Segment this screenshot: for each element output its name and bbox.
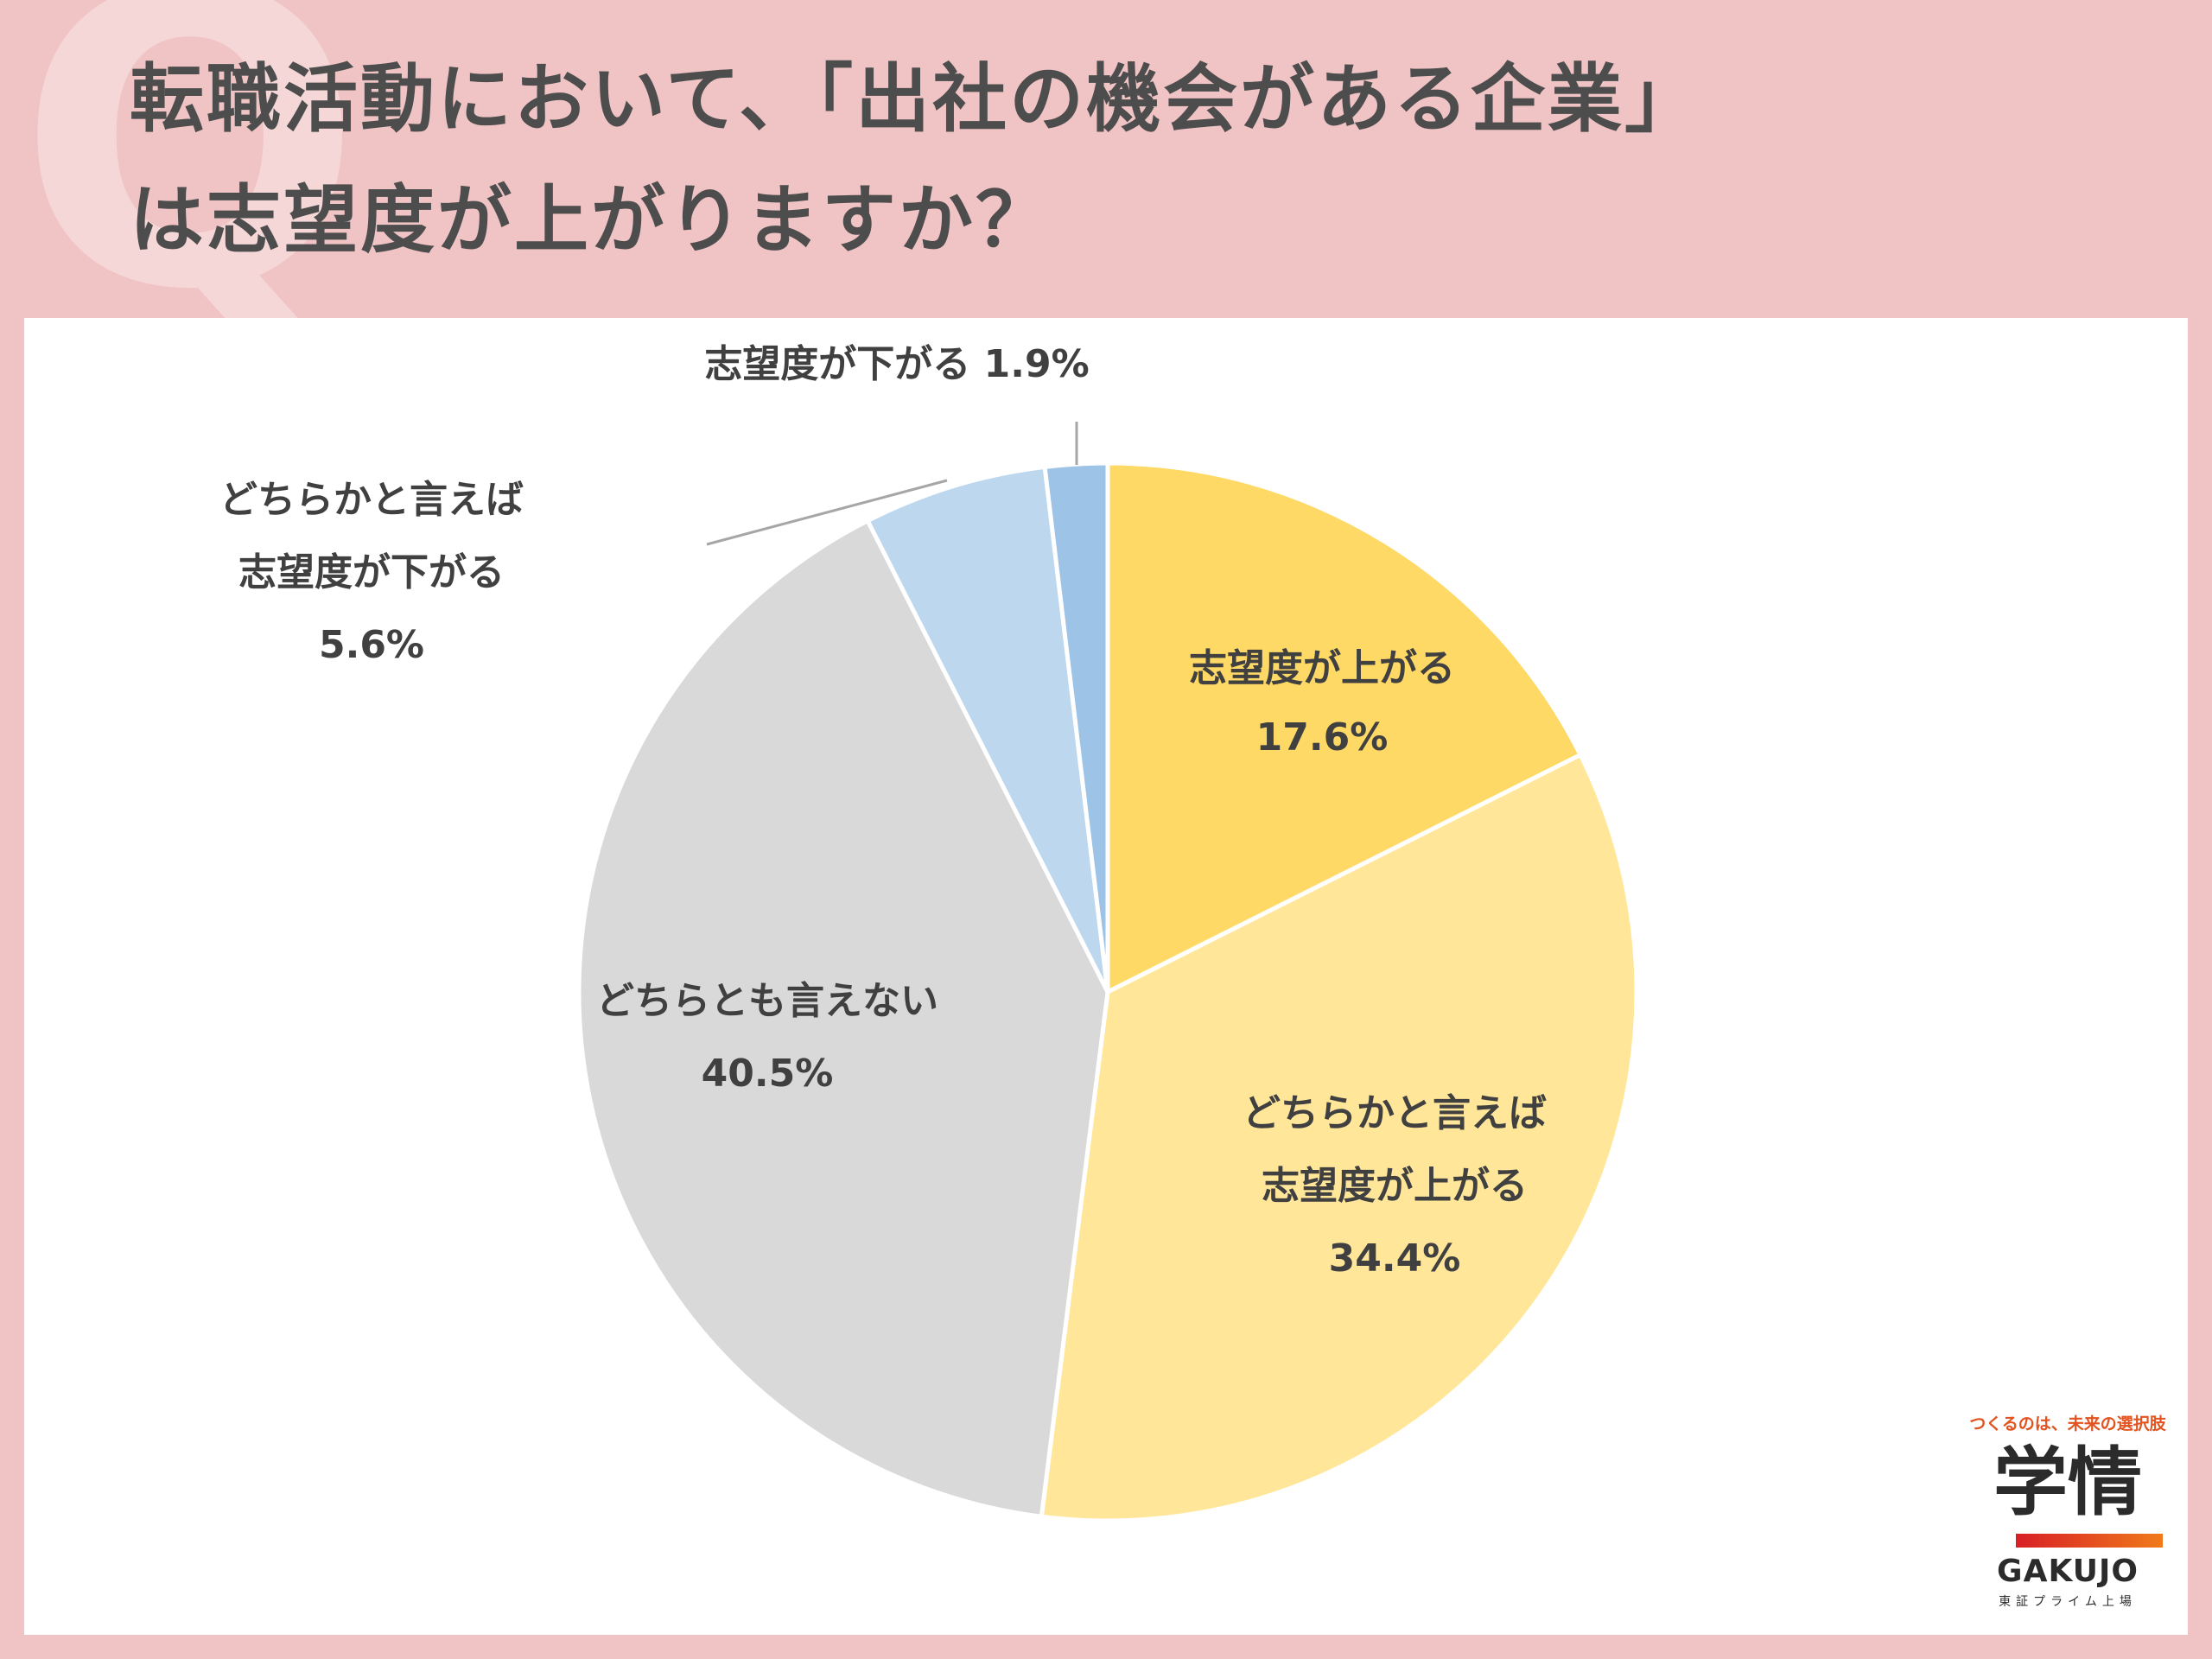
logo-market: 東証プライム上場 [1999, 1595, 2137, 1609]
leader-line-4 [706, 479, 948, 546]
logo-name: 学情 [1993, 1440, 2142, 1526]
page-title: 転職活動において、「出社の機会がある企業」 は志望度が上がりますか？ [130, 39, 2203, 281]
pie-slice-4 [865, 464, 1110, 995]
leader-lines [706, 422, 1078, 546]
slice-label-2: どちらかと言えば志望度が上がる 34.4% [1243, 1091, 1547, 1281]
pie-slice-3 [576, 518, 1110, 1519]
pie-slices [576, 461, 1639, 1523]
pie-slice-2 [1039, 753, 1639, 1523]
slice-value-label: 34.4% [1329, 1236, 1461, 1281]
slice-category-label: どちらとも言えない [596, 979, 938, 1023]
slice-value-label: 17.6% [1256, 715, 1389, 760]
slice-category-label: 志望度が下がる 1.9% [704, 342, 1089, 386]
slice-labels: 志望度が上がる 17.6%どちらかと言えば志望度が上がる 34.4%どちらとも言えな… [219, 342, 1547, 1281]
pie-slice-1 [1105, 461, 1583, 995]
slice-category-label: 志望度が上がる [1189, 646, 1455, 690]
title-line-2: は志望度が上がりますか？ [130, 177, 1052, 264]
q-letter-decoration: Q [17, 0, 363, 378]
slice-category-label: どちらかと言えば [219, 478, 524, 522]
slice-category-label: 志望度が下がる [238, 550, 505, 594]
pie-chart: 志望度が上がる 17.6%どちらかと言えば志望度が上がる 34.4%どちらとも言えな… [219, 342, 1639, 1523]
slice-value-label: 40.5% [702, 1052, 834, 1096]
logo-tagline: つくるのは、未来の選択肢 [1969, 1414, 2166, 1433]
slice-label-5: 志望度が下がる 1.9% [704, 342, 1089, 386]
slice-label-3: どちらとも言えない 40.5% [596, 979, 938, 1096]
logo-bar [2016, 1534, 2163, 1548]
logo-latin: GAKUJO [1997, 1554, 2139, 1589]
slice-category-label: どちらかと言えば [1243, 1091, 1547, 1135]
slice-value-label: 5.6% [319, 623, 424, 667]
gakujo-logo: つくるのは、未来の選択肢 学情 GAKUJO 東証プライム上場 [1964, 1411, 2171, 1610]
slice-label-4: どちらかと言えば志望度が下がる 5.6% [219, 478, 524, 667]
slice-label-1: 志望度が上がる 17.6% [1189, 646, 1455, 760]
title-line-1: 転職活動において、「出社の機会がある企業」 [130, 56, 1702, 143]
slice-category-label: 志望度が上がる [1262, 1164, 1528, 1208]
chart-panel: 志望度が上がる 17.6% どちらかと言えば志望度が上がる 34.4% どちらとも言えな… [24, 318, 2188, 1635]
